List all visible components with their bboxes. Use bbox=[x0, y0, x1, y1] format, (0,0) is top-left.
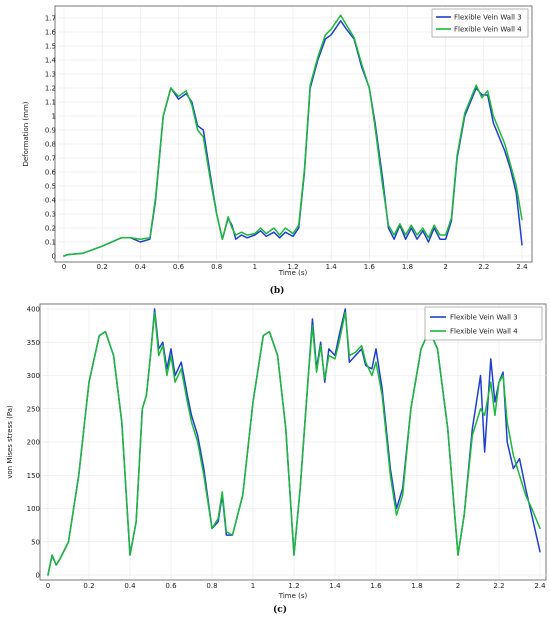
stress-x-tick-label: 0.2 bbox=[83, 582, 94, 590]
stress-x-tick-label: 0.6 bbox=[165, 582, 177, 590]
deformation-x-tick-label: 2 bbox=[443, 263, 447, 271]
stress-x-tick-label: 0.8 bbox=[206, 582, 217, 590]
deformation-y-tick-label: 1.5 bbox=[45, 43, 56, 51]
stress-series-line-wall4 bbox=[47, 311, 541, 576]
stress-legend-label-wall4: Flexible Vein Wall 4 bbox=[450, 328, 518, 336]
deformation-x-tick-label: 1.4 bbox=[326, 263, 338, 271]
deformation-y-tick-label: 0.7 bbox=[45, 155, 56, 163]
deformation-y-tick-label: 0 bbox=[52, 253, 56, 261]
deformation-y-tick-label: 1.2 bbox=[45, 85, 56, 93]
stress-y-tick-label: 300 bbox=[27, 372, 40, 380]
deformation-y-tick-label: 0.2 bbox=[45, 225, 56, 233]
deformation-y-tick-label: 1.3 bbox=[45, 71, 56, 79]
deformation-y-tick-label: 1.7 bbox=[45, 15, 56, 23]
deformation-x-tick-label: 0.4 bbox=[135, 263, 147, 271]
stress-y-tick-label: 400 bbox=[27, 306, 40, 314]
stress-y-axis-label: von Mises stress (Pa) bbox=[6, 405, 14, 479]
deformation-x-tick-label: 2.2 bbox=[478, 263, 489, 271]
deformation-y-tick-label: 0.8 bbox=[45, 141, 56, 149]
stress-y-tick-label: 100 bbox=[27, 505, 40, 513]
stress-chart: 0 0.2 0.4 0.6 0.8 1 1.2 1.4 1.6 1.8 2 2.2 2.4 0 50 100… bbox=[6, 303, 548, 615]
stress-y-tick-label: 200 bbox=[27, 439, 40, 447]
deformation-y-axis-label: Deformation (mm) bbox=[22, 101, 30, 166]
deformation-caption: (b) bbox=[270, 285, 285, 296]
deformation-plot-frame bbox=[54, 5, 533, 263]
stress-x-tick-label: 1.2 bbox=[288, 582, 299, 590]
stress-x-tick-label: 1.4 bbox=[329, 582, 341, 590]
stress-legend-box bbox=[424, 306, 543, 341]
deformation-y-tick-label: 0.4 bbox=[45, 197, 57, 205]
stress-x-tick-label: 1 bbox=[251, 582, 255, 590]
stress-legend: Flexible Vein Wall 3 Flexible Vein Wall … bbox=[424, 306, 543, 341]
deformation-x-tick-label: 2.4 bbox=[516, 263, 528, 271]
deformation-x-tick-label: 0 bbox=[62, 263, 66, 271]
stress-legend-label-wall3: Flexible Vein Wall 3 bbox=[450, 314, 518, 322]
deformation-y-tick-label: 0.5 bbox=[45, 183, 56, 191]
deformation-legend-box bbox=[431, 8, 529, 38]
deformation-y-tick-label: 0.9 bbox=[45, 127, 56, 135]
stress-x-axis-label: Time (s) bbox=[278, 592, 308, 600]
deformation-legend-label-wall3: Flexible Vein Wall 3 bbox=[454, 14, 522, 22]
deformation-x-tick-label: 0.8 bbox=[211, 263, 222, 271]
stress-y-tick-label: 0 bbox=[36, 572, 40, 580]
stress-x-tick-label: 2.2 bbox=[493, 582, 504, 590]
deformation-x-tick-label: 1.6 bbox=[364, 263, 376, 271]
deformation-x-tick-label: 1.8 bbox=[402, 263, 413, 271]
deformation-x-tick-label: 0.6 bbox=[173, 263, 185, 271]
stress-x-tick-label: 0 bbox=[46, 582, 50, 590]
deformation-x-tick-label: 1 bbox=[253, 263, 257, 271]
deformation-y-tick-label: 1.6 bbox=[45, 29, 57, 37]
stress-x-tick-label: 0.4 bbox=[124, 582, 136, 590]
deformation-x-tick-label: 1.2 bbox=[287, 263, 298, 271]
deformation-chart: 0 0.2 0.4 0.6 0.8 1 1.2 1.4 1.6 1.8 2 2.2 2.4 0 0.1 0.… bbox=[22, 5, 533, 296]
deformation-y-tick-label: 0.3 bbox=[45, 211, 56, 219]
stress-x-tick-label: 2.4 bbox=[534, 582, 546, 590]
deformation-legend: Flexible Vein Wall 3 Flexible Vein Wall … bbox=[431, 8, 529, 38]
deformation-y-tick-label: 1 bbox=[52, 113, 56, 121]
stress-y-tick-label: 350 bbox=[27, 339, 40, 347]
deformation-y-tick-label: 1.4 bbox=[45, 57, 57, 65]
deformation-y-tick-label: 0.1 bbox=[45, 239, 56, 247]
deformation-y-tick-label: 0.6 bbox=[45, 169, 57, 177]
stress-caption: (c) bbox=[273, 604, 287, 615]
deformation-x-axis-label: Time (s) bbox=[278, 269, 308, 277]
stress-x-tick-label: 1.6 bbox=[370, 582, 382, 590]
stress-y-tick-label: 150 bbox=[27, 472, 40, 480]
stress-y-tick-label: 250 bbox=[27, 405, 40, 413]
stress-y-tick-label: 50 bbox=[31, 538, 40, 546]
deformation-legend-label-wall4: Flexible Vein Wall 4 bbox=[454, 26, 522, 34]
deformation-x-tick-label: 0.2 bbox=[97, 263, 108, 271]
deformation-y-tick-label: 1.1 bbox=[45, 99, 56, 107]
deformation-series-line-wall4 bbox=[63, 14, 523, 257]
stress-x-tick-label: 2 bbox=[456, 582, 460, 590]
stress-x-tick-label: 1.8 bbox=[411, 582, 422, 590]
